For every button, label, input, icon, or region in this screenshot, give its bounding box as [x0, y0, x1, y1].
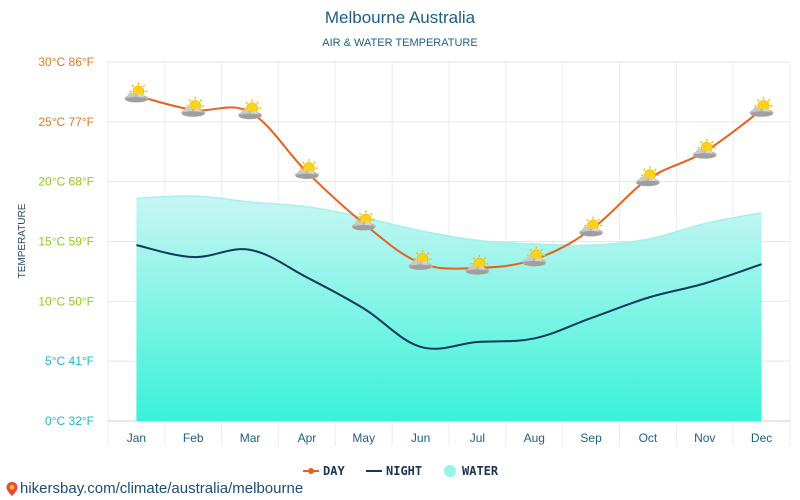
y-tick-label: 5°C 41°F	[45, 354, 94, 368]
legend-item-day[interactable]: DAY	[303, 464, 345, 478]
legend-label: NIGHT	[386, 464, 422, 478]
source-link[interactable]: hikersbay.com/climate/australia/melbourn…	[6, 480, 303, 497]
partly-sunny-icon	[465, 254, 490, 275]
legend-label: DAY	[323, 464, 345, 478]
water-area	[136, 195, 762, 421]
legend: DAY NIGHT WATER	[303, 464, 499, 478]
legend-label: WATER	[462, 464, 499, 478]
y-tick-labels: 0°C 32°F 5°C 41°F 10°C 50°F 15°C 59°F 20°C 6…	[38, 55, 94, 428]
x-tick-label: Jul	[470, 431, 485, 445]
x-tick-label: May	[352, 431, 375, 445]
partly-sunny-icon	[294, 159, 319, 180]
partly-sunny-icon	[579, 216, 604, 237]
chart-subtitle: AIR & WATER TEMPERATURE	[322, 37, 477, 49]
x-tick-label: Jun	[411, 431, 430, 445]
y-tick-label: 25°C 77°F	[38, 115, 94, 129]
night-line	[136, 244, 762, 350]
partly-sunny-icon	[749, 96, 774, 117]
x-tick-label: Sep	[580, 431, 602, 445]
y-tick-label: 20°C 68°F	[38, 175, 94, 189]
partly-sunny-icon	[181, 96, 206, 117]
water-line	[136, 195, 762, 247]
partly-sunny-icon	[238, 99, 263, 120]
x-tick-labels: Jan Feb Mar Apr May Jun Jul Aug Sep Oct Nov Dec	[127, 431, 773, 445]
map-pin-icon	[6, 481, 18, 496]
x-tick-label: Aug	[524, 431, 545, 445]
x-tick-label: Nov	[694, 431, 715, 445]
y-tick-label: 15°C 59°F	[38, 235, 94, 249]
x-tick-label: Mar	[240, 431, 261, 445]
water-area-fill	[136, 195, 762, 421]
x-tick-label: Jan	[127, 431, 146, 445]
x-tick-label: Dec	[751, 431, 772, 445]
x-tick-label: Feb	[183, 431, 204, 445]
partly-sunny-icon	[351, 210, 376, 231]
partly-sunny-icon	[124, 82, 149, 103]
source-text[interactable]: hikersbay.com/climate/australia/melbourn…	[20, 480, 304, 497]
x-tick-label: Apr	[298, 431, 317, 445]
partly-sunny-icon	[408, 250, 433, 271]
legend-item-water[interactable]: WATER	[444, 464, 499, 478]
partly-sunny-icon	[522, 246, 547, 267]
x-tick-label: Oct	[639, 431, 658, 445]
partly-sunny-icon	[635, 166, 660, 187]
y-tick-label: 10°C 50°F	[38, 294, 94, 308]
chart-title: Melbourne Australia	[325, 8, 476, 27]
legend-item-night[interactable]: NIGHT	[366, 464, 422, 478]
y-tick-label: 30°C 86°F	[38, 55, 94, 69]
partly-sunny-icon	[692, 138, 717, 159]
y-axis-label: TEMPERATURE	[17, 203, 28, 278]
weather-icons	[124, 82, 774, 275]
y-tick-label: 0°C 32°F	[45, 414, 94, 428]
